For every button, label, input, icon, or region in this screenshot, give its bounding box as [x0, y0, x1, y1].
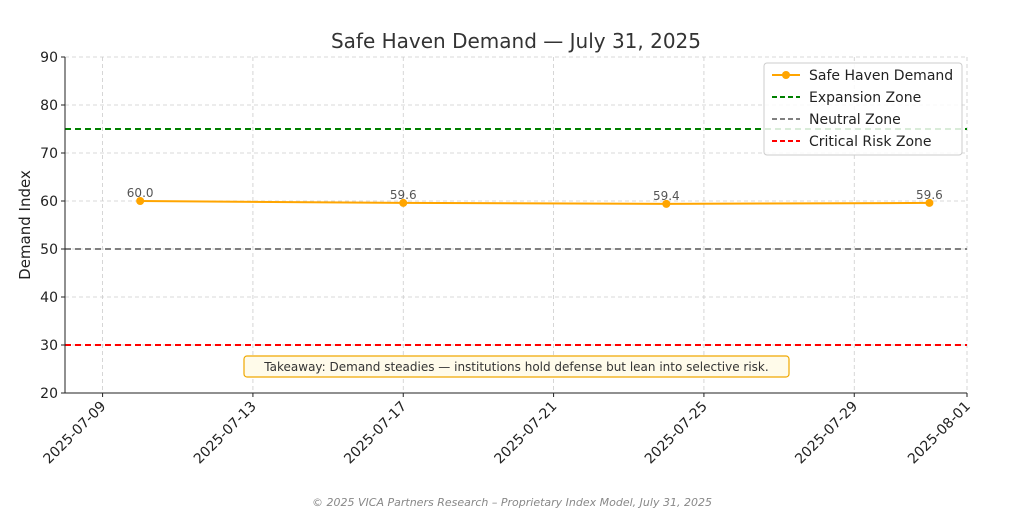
- data-label: 59.4: [653, 189, 680, 203]
- data-points: [136, 197, 934, 208]
- y-tick-label: 20: [40, 386, 58, 402]
- y-tick-label: 30: [40, 338, 58, 354]
- series-line: [140, 200, 930, 205]
- legend-entry-label: Neutral Zone: [809, 112, 901, 128]
- x-tick-label: 2025-07-25: [642, 399, 711, 468]
- legend: Safe Haven Demand Expansion Zone Neutral Z…: [763, 62, 963, 156]
- y-tick-label: 50: [40, 242, 58, 258]
- data-point: [136, 197, 145, 205]
- footer-copyright: © 2025 VICA Partners Research – Propriet…: [312, 496, 712, 509]
- legend-entry-label: Safe Haven Demand: [809, 68, 953, 84]
- y-tick-labels: 20 30 40 50 60 70 80 90: [40, 50, 58, 402]
- reference-lines: [65, 128, 967, 346]
- y-tick-label: 70: [40, 146, 58, 162]
- x-tick-label: 2025-07-29: [792, 399, 861, 468]
- data-point: [399, 198, 408, 207]
- y-tick-label: 60: [40, 194, 58, 210]
- x-tick-label: 2025-07-17: [341, 399, 410, 468]
- x-tick-label: 2025-07-09: [41, 399, 110, 468]
- data-labels: 60.0 59.6 59.4 59.6: [127, 186, 943, 203]
- data-point: [662, 199, 671, 208]
- data-label: 59.6: [916, 188, 943, 202]
- legend-box: [763, 62, 963, 156]
- y-tick-label: 90: [40, 50, 58, 66]
- data-label: 59.6: [390, 188, 417, 202]
- series-lines: [140, 200, 930, 205]
- takeaway-annotation: Takeaway: Demand steadies — institutions…: [243, 355, 790, 378]
- data-label: 60.0: [127, 186, 154, 200]
- takeaway-text: Takeaway: Demand steadies — institutions…: [263, 360, 768, 374]
- y-tick-label: 40: [40, 290, 58, 306]
- x-tick-label: 2025-07-13: [191, 399, 260, 468]
- x-tick-label: 2025-07-21: [492, 399, 561, 468]
- chart-title: Safe Haven Demand — July 31, 2025: [331, 29, 701, 53]
- legend-entry-label: Expansion Zone: [809, 90, 921, 106]
- data-point: [925, 198, 934, 207]
- x-tick-label: 2025-08-01: [905, 399, 974, 468]
- legend-entry-label: Critical Risk Zone: [809, 134, 932, 150]
- x-tick-labels: 2025-07-09 2025-07-13 2025-07-17 2025-07-21…: [41, 399, 974, 468]
- y-axis-label: Demand Index: [16, 170, 34, 280]
- grid: [65, 56, 968, 394]
- axes: [61, 56, 968, 397]
- legend-marker: [782, 71, 790, 79]
- y-tick-label: 80: [40, 98, 58, 114]
- takeaway-box: [243, 355, 790, 378]
